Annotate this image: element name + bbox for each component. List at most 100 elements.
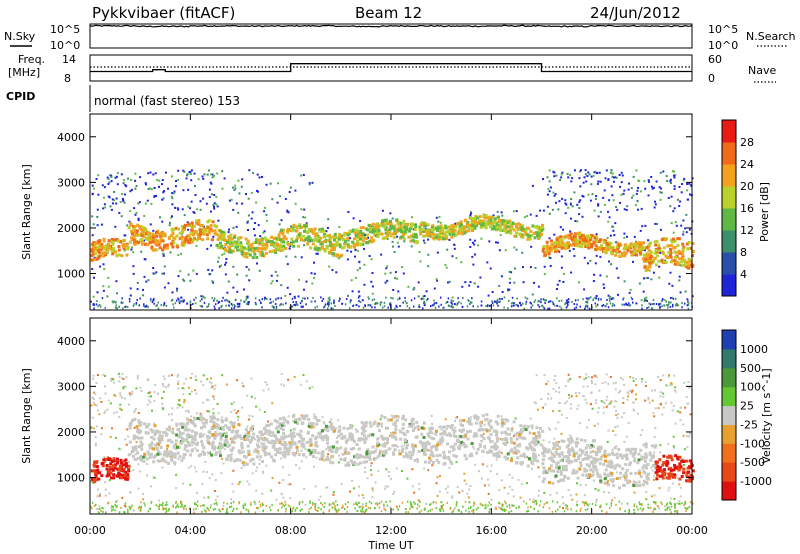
- heat-cell: [635, 253, 639, 257]
- heat-cell: [183, 299, 185, 302]
- heat-cell: [555, 288, 558, 290]
- heat-cell: [393, 251, 396, 253]
- heat-cell: [456, 486, 459, 489]
- heat-cell: [131, 390, 134, 393]
- heat-cell: [679, 419, 682, 422]
- heat-cell: [427, 510, 430, 513]
- heat-cell: [389, 234, 393, 238]
- heat-cell: [536, 233, 540, 237]
- heat-cell: [124, 475, 128, 479]
- heat-cell: [615, 241, 618, 244]
- heat-cell: [615, 206, 618, 208]
- heat-cell: [100, 469, 103, 472]
- heat-cell: [691, 295, 694, 298]
- heat-cell: [110, 175, 113, 178]
- heat-cell: [607, 480, 609, 483]
- heat-cell: [325, 234, 329, 238]
- heat-cell: [200, 295, 203, 298]
- heat-cell: [240, 437, 244, 440]
- heat-cell: [212, 204, 215, 206]
- heat-cell: [112, 202, 114, 205]
- heat-cell: [94, 473, 98, 477]
- heat-cell: [628, 304, 631, 307]
- heat-cell: [539, 504, 541, 507]
- heat-cell: [452, 232, 455, 236]
- heat-cell: [369, 304, 372, 307]
- heat-cell: [665, 503, 668, 506]
- heat-cell: [511, 427, 514, 430]
- heat-cell: [96, 300, 98, 303]
- heat-cell: [151, 248, 155, 252]
- heat-cell: [577, 299, 579, 301]
- heat-cell: [312, 503, 314, 506]
- heat-cell: [122, 386, 125, 388]
- heat-cell: [373, 298, 376, 301]
- heat-cell: [608, 260, 610, 263]
- heat-cell: [169, 221, 171, 224]
- heat-cell: [499, 300, 501, 303]
- heat-cell: [203, 433, 206, 436]
- heat-cell: [132, 226, 136, 230]
- heat-cell: [221, 187, 224, 190]
- heat-cell: [158, 439, 161, 442]
- heat-cell: [246, 394, 249, 397]
- heat-cell: [644, 381, 647, 384]
- heat-cell: [255, 489, 258, 492]
- heat-cell: [427, 265, 430, 268]
- heat-cell: [530, 234, 534, 237]
- heat-cell: [147, 399, 150, 402]
- heat-cell: [298, 223, 302, 227]
- heat-cell: [547, 380, 550, 383]
- heat-cell: [108, 465, 112, 469]
- heat-cell: [100, 305, 102, 308]
- heat-cell: [503, 510, 506, 512]
- heat-cell: [559, 240, 563, 244]
- heat-cell: [241, 406, 244, 409]
- heat-cell: [410, 504, 413, 507]
- heat-cell: [678, 257, 682, 261]
- heat-cell: [232, 469, 235, 472]
- heat-cell: [171, 232, 175, 235]
- heat-cell: [675, 260, 679, 264]
- heat-cell: [368, 239, 372, 243]
- heat-cell: [246, 239, 250, 243]
- heat-cell: [213, 229, 217, 233]
- heat-cell: [572, 452, 575, 454]
- heat-cell: [112, 246, 116, 250]
- heat-cell: [359, 237, 363, 241]
- heat-cell: [495, 216, 499, 220]
- heat-cell: [363, 283, 366, 286]
- heat-cell: [518, 505, 520, 508]
- heat-cell: [171, 245, 175, 249]
- heat-cell: [180, 500, 183, 503]
- heat-cell: [635, 384, 637, 387]
- heat-cell: [244, 504, 246, 507]
- heat-cell: [404, 300, 407, 303]
- heat-cell: [600, 505, 602, 508]
- heat-cell: [297, 244, 300, 248]
- heat-cell: [352, 244, 356, 248]
- heat-cell: [209, 224, 213, 227]
- heat-cell: [610, 504, 612, 507]
- heat-cell: [92, 481, 95, 484]
- heat-cell: [256, 262, 258, 265]
- heat-cell: [417, 499, 420, 502]
- heat-cell: [578, 207, 581, 209]
- heat-cell: [104, 253, 107, 257]
- heat-cell: [458, 509, 461, 512]
- heat-cell: [386, 426, 390, 430]
- heat-cell: [224, 299, 226, 302]
- heat-cell: [547, 307, 549, 310]
- heat-cell: [114, 301, 117, 304]
- heat-cell: [537, 466, 540, 469]
- heat-cell: [684, 265, 688, 269]
- heat-cell: [211, 269, 214, 272]
- heat-cell: [217, 447, 220, 450]
- heat-cell: [497, 304, 499, 307]
- nave-label: Nave: [748, 64, 776, 77]
- heat-cell: [103, 247, 107, 251]
- heat-cell: [598, 239, 602, 243]
- heat-cell: [364, 421, 368, 425]
- heat-cell: [311, 385, 314, 388]
- heat-cell: [173, 190, 176, 193]
